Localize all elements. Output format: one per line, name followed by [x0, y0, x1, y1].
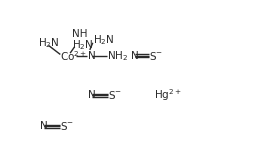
Text: S$^{-}$: S$^{-}$	[108, 89, 122, 101]
Text: H$_2$N: H$_2$N	[72, 38, 94, 52]
Text: Hg$^{2+}$: Hg$^{2+}$	[154, 87, 182, 103]
Text: H$_2$N: H$_2$N	[38, 37, 59, 50]
Text: H$_2$N: H$_2$N	[93, 33, 114, 47]
Text: Co$^{2+}$: Co$^{2+}$	[60, 50, 87, 63]
Text: N: N	[131, 51, 139, 61]
Text: N: N	[88, 51, 96, 61]
Text: NH: NH	[72, 29, 88, 39]
Text: N: N	[40, 121, 47, 131]
Text: S$^{-}$: S$^{-}$	[60, 120, 74, 132]
Text: N: N	[88, 90, 96, 100]
Text: NH$_2$: NH$_2$	[107, 49, 128, 63]
Text: S$^{-}$: S$^{-}$	[149, 50, 163, 62]
